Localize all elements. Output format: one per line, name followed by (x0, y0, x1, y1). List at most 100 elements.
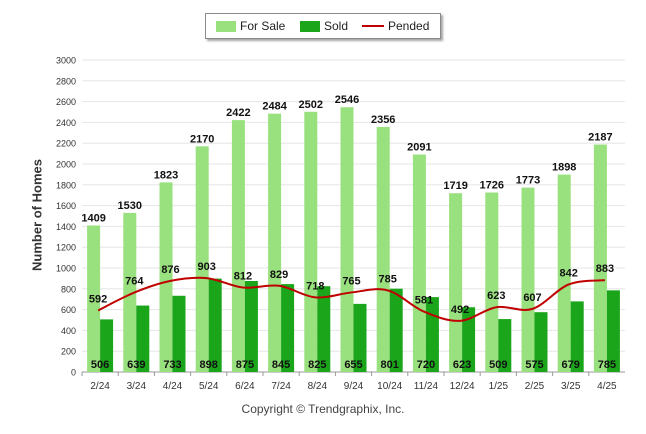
y-axis-title: Number of Homes (29, 159, 45, 271)
bar-for-sale (231, 120, 245, 372)
bar-sold (353, 303, 367, 372)
data-label-sold: 825 (308, 359, 326, 371)
data-label-pended: 812 (234, 271, 252, 283)
bar-sold (172, 295, 186, 372)
x-tick-label: 4/24 (163, 381, 183, 392)
x-tick-label: 12/24 (450, 381, 475, 392)
data-label-sold: 845 (272, 359, 290, 371)
bar-for-sale (304, 111, 318, 373)
x-tick-label: 11/24 (414, 381, 439, 392)
data-label-pended: 718 (306, 280, 324, 292)
bar-sold (244, 281, 258, 372)
y-tick-label: 0 (71, 368, 76, 378)
y-tick-label: 800 (61, 284, 76, 294)
data-label-sold: 875 (236, 359, 254, 371)
bar-for-sale (340, 107, 354, 372)
x-tick-label: 3/25 (561, 381, 581, 392)
data-label-for-sale: 2484 (262, 101, 287, 113)
bar-sold (281, 284, 295, 372)
data-label-sold: 575 (525, 359, 543, 371)
bar-sold (570, 301, 584, 372)
y-tick-label: 1200 (56, 243, 76, 253)
bar-sold (100, 319, 114, 372)
bar-for-sale (593, 144, 607, 372)
data-label-pended: 903 (198, 261, 216, 273)
data-label-pended: 842 (560, 267, 578, 279)
y-tick-label: 1400 (56, 222, 76, 232)
data-label-pended: 492 (451, 304, 469, 316)
y-tick-label: 1800 (56, 180, 76, 190)
x-tick-label: 1/25 (489, 381, 509, 392)
data-label-sold: 720 (417, 359, 435, 371)
y-tick-label: 2600 (56, 97, 76, 107)
data-label-sold: 655 (344, 359, 362, 371)
data-label-pended: 581 (415, 295, 433, 307)
copyright: Copyright © Trendgraphix, Inc. (241, 402, 405, 416)
x-tick-label: 6/24 (235, 381, 255, 392)
data-label-sold: 623 (453, 359, 471, 371)
data-label-sold: 733 (163, 359, 181, 371)
data-label-sold: 509 (489, 359, 507, 371)
data-label-pended: 883 (596, 263, 614, 275)
legend-line-pended (362, 25, 384, 27)
y-tick-label: 1600 (56, 201, 76, 211)
bar-for-sale (87, 225, 101, 372)
data-label-pended: 764 (125, 276, 144, 288)
bar-sold (498, 319, 512, 372)
x-tick-label: 9/24 (344, 381, 364, 392)
legend-item-sold: Sold (300, 14, 348, 38)
bar-sold (534, 312, 548, 372)
legend: For Sale Sold Pended (205, 13, 441, 39)
x-tick-label: 5/24 (199, 381, 219, 392)
data-label-for-sale: 1409 (81, 212, 105, 224)
data-label-for-sale: 1898 (552, 162, 576, 174)
x-tick-label: 2/24 (90, 381, 110, 392)
x-tick-label: 4/25 (597, 381, 617, 392)
bar-sold (606, 290, 620, 372)
bar-sold (462, 307, 476, 372)
data-label-pended: 623 (487, 290, 505, 302)
bar-for-sale (557, 174, 571, 372)
legend-swatch-sold (300, 20, 320, 32)
y-tick-label: 1000 (56, 264, 76, 274)
line-pended (97, 276, 606, 322)
bar-for-sale (195, 146, 209, 372)
data-label-pended: 785 (379, 273, 397, 285)
bar-sold (389, 288, 403, 372)
bar-for-sale (376, 126, 390, 372)
x-tick-label: 3/24 (127, 381, 147, 392)
bar-for-sale (123, 212, 137, 372)
data-label-for-sale: 2546 (335, 94, 359, 106)
data-label-sold: 639 (127, 359, 145, 371)
data-label-for-sale: 1726 (480, 179, 504, 191)
bar-for-sale (159, 182, 173, 372)
data-label-sold: 785 (598, 359, 616, 371)
legend-item-pended: Pended (362, 14, 429, 38)
y-tick-label: 400 (61, 326, 76, 336)
data-label-for-sale: 1823 (154, 169, 178, 181)
data-label-sold: 898 (200, 359, 218, 371)
y-tick-label: 200 (61, 347, 76, 357)
x-tick-label: 7/24 (271, 381, 291, 392)
data-label-for-sale: 2170 (190, 133, 214, 145)
legend-swatch-for-sale (216, 20, 236, 32)
legend-label-sold: Sold (324, 19, 349, 33)
bar-sold (317, 286, 331, 372)
y-tick-label: 2800 (56, 76, 76, 86)
data-label-for-sale: 2187 (588, 132, 612, 144)
data-label-sold: 679 (562, 359, 580, 371)
y-tick-label: 2400 (56, 118, 76, 128)
bar-for-sale (268, 113, 282, 372)
data-label-for-sale: 2502 (299, 99, 323, 111)
y-tick-label: 3000 (56, 56, 76, 66)
data-label-pended: 829 (270, 269, 288, 281)
x-tick-label: 10/24 (377, 381, 402, 392)
data-label-for-sale: 1530 (118, 200, 142, 212)
data-label-for-sale: 2091 (407, 142, 431, 154)
data-label-pended: 876 (161, 264, 179, 276)
bar-for-sale (449, 193, 463, 372)
bar-for-sale (521, 187, 535, 372)
data-label-for-sale: 2422 (226, 107, 250, 119)
data-label-pended: 607 (523, 292, 541, 304)
